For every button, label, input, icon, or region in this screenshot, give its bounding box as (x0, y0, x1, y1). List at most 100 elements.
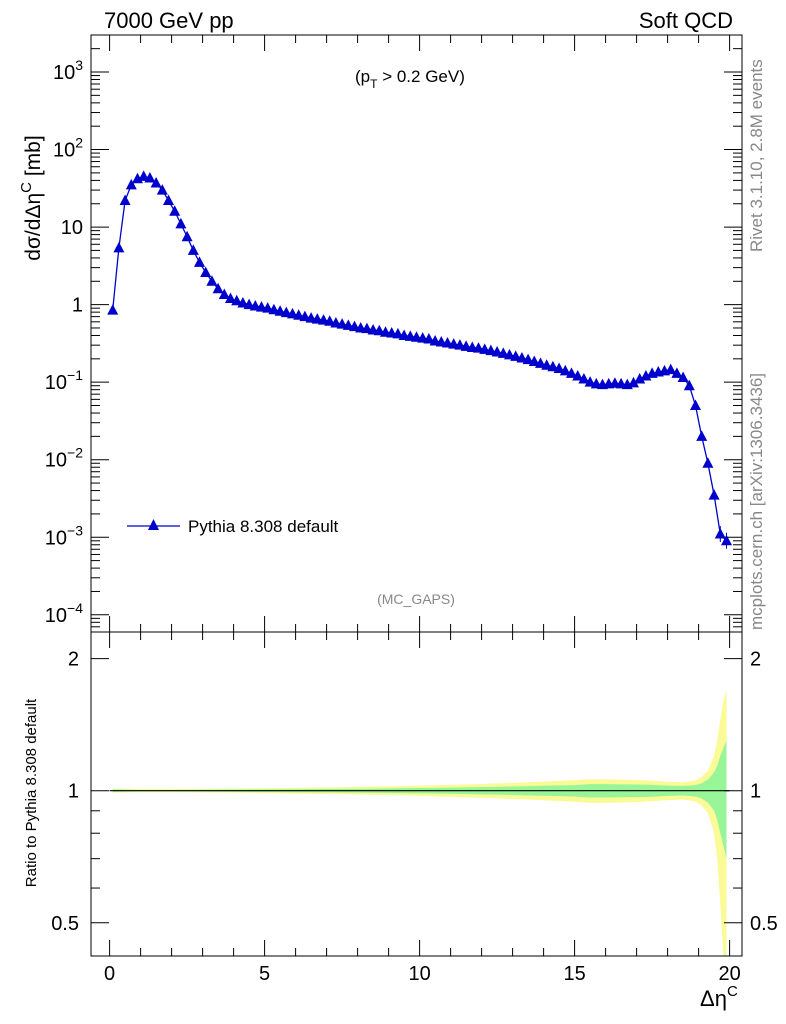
data-point (702, 457, 714, 468)
main-y-tick-label: 10−3 (45, 522, 83, 549)
x-tick-label: 15 (563, 963, 585, 985)
data-point (231, 294, 243, 306)
data-point (485, 344, 497, 356)
data-point (572, 370, 584, 381)
ratio-bands (112, 689, 727, 956)
main-panel: 10−4 10−3 10−2 10−1 1 10 102 103 dσ/dΔηC [mb] (… (18, 34, 743, 633)
data-point (677, 371, 689, 382)
ratio-y-tick-label-right: 2 (750, 649, 761, 671)
main-y-tick-label: 10−4 (45, 600, 83, 627)
data-point (262, 302, 274, 313)
category-label: Soft QCD (639, 8, 733, 33)
ratio-y-tick-label: 1 (68, 781, 79, 803)
main-y-tick-label: 103 (53, 57, 83, 84)
data-point (584, 376, 596, 387)
data-point (559, 364, 571, 376)
ratio-frame (90, 631, 743, 957)
x-axis-label: ΔηC (700, 983, 738, 1011)
data-point (218, 288, 230, 300)
data-point (491, 345, 503, 357)
legend: Pythia 8.308 default (127, 517, 339, 536)
data-point (181, 230, 193, 242)
analysis-name-label: (MC_GAPS) (377, 591, 455, 607)
data-point (696, 430, 708, 441)
data-point (225, 292, 236, 303)
data-point (349, 320, 360, 332)
data-point (479, 343, 491, 354)
data-point (293, 309, 305, 320)
data-point (373, 324, 385, 336)
data-point (212, 282, 224, 294)
ratio-x-ticks: 0 5 10 15 20 (104, 632, 741, 985)
main-y-tick-label: 10 (61, 217, 83, 239)
legend-label: Pythia 8.308 default (188, 517, 339, 536)
x-tick-label: 20 (718, 963, 740, 985)
main-y-tick-label: 10−1 (45, 367, 83, 394)
ratio-y-tick-label: 2 (68, 649, 79, 671)
data-point (361, 322, 373, 334)
data-point (156, 184, 168, 195)
data-point (163, 194, 174, 206)
data-point (690, 399, 701, 411)
data-point (107, 304, 119, 315)
legend-marker (148, 519, 159, 530)
ratio-panel: 0.5 0.5 1 1 2 2 0 5 10 15 20 Ratio to Pythia 8.30… (23, 631, 778, 1011)
data-point (268, 303, 280, 315)
ratio-y-ticks: 0.5 0.5 1 1 2 2 (51, 649, 778, 935)
data-point (553, 362, 565, 374)
data-point (708, 489, 720, 500)
ratio-outer-band (112, 689, 727, 956)
data-point (243, 298, 255, 310)
ratio-y-tick-label: 0.5 (51, 913, 79, 935)
pt-cut-annotation: (pT > 0.2 GeV) (355, 67, 465, 91)
x-tick-label: 5 (259, 963, 270, 985)
data-point (671, 367, 683, 378)
data-point (150, 177, 162, 188)
data-point (280, 306, 292, 318)
data-point (510, 350, 522, 361)
ratio-y-tick-label-right: 1 (750, 781, 761, 803)
data-point (535, 357, 546, 368)
data-point (683, 379, 695, 391)
data-point (578, 372, 590, 384)
main-y-axis-label: dσ/dΔηC [mb] (18, 135, 45, 260)
data-point (194, 256, 205, 267)
ratio-y-axis-label: Ratio to Pythia 8.308 default (23, 698, 40, 887)
data-point (547, 360, 559, 372)
data-point (287, 307, 298, 319)
data-point (169, 205, 181, 216)
main-x-ticks (109, 35, 731, 632)
data-point (566, 367, 577, 378)
data-point (504, 348, 515, 360)
data-point (721, 534, 732, 546)
data-point (200, 266, 212, 277)
main-y-tick-label: 102 (53, 135, 83, 162)
data-point (640, 370, 652, 381)
main-series (107, 170, 732, 549)
data-point (522, 353, 534, 365)
x-tick-label: 10 (408, 963, 430, 985)
main-y-ticks: 10−4 10−3 10−2 10−1 1 10 102 103 (45, 34, 742, 633)
data-point (528, 355, 540, 366)
data-point (206, 275, 218, 286)
data-point (392, 327, 404, 339)
data-point (516, 351, 528, 363)
main-y-tick-label: 10−2 (45, 445, 83, 472)
data-point (634, 372, 646, 384)
ratio-y-tick-label-right: 0.5 (750, 913, 778, 935)
source-label: mcplots.cern.ch [arXiv:1306.3436] (747, 373, 766, 630)
x-tick-label: 0 (104, 963, 115, 985)
data-point (138, 170, 150, 181)
data-point (125, 178, 137, 190)
data-point (187, 244, 199, 255)
data-point (299, 310, 311, 322)
data-point (175, 217, 187, 229)
rivet-version-label: Rivet 3.1.10, 2.8M events (747, 59, 766, 252)
data-point (541, 359, 553, 370)
series-line (112, 175, 727, 542)
data-point (119, 194, 131, 206)
data-point (628, 376, 639, 388)
main-y-tick-label: 1 (72, 295, 83, 317)
data-point (113, 241, 125, 253)
